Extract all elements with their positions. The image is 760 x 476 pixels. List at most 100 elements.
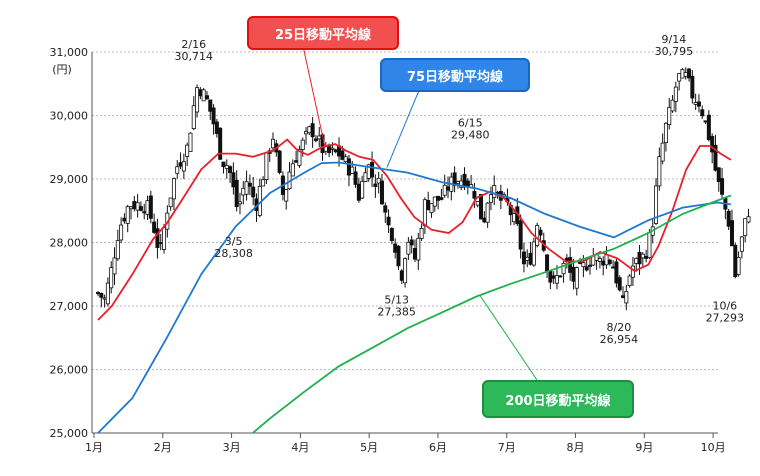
candle-body	[241, 187, 246, 196]
candle-body	[419, 228, 424, 239]
candle-body	[621, 295, 626, 298]
candle-body	[601, 260, 606, 266]
candle-body	[412, 248, 417, 260]
candle-body	[551, 275, 556, 279]
candle-body	[129, 206, 134, 210]
candle-body	[310, 123, 315, 138]
legend-ma200: 200日移動平均線	[482, 380, 634, 418]
candle-body	[214, 121, 219, 134]
x-tick-label: 2月	[154, 441, 172, 454]
legend-ma25: 25日移動平均線	[247, 16, 399, 50]
annotation-value: 26,954	[600, 333, 639, 346]
candle-body	[333, 149, 338, 153]
candle-body	[640, 253, 645, 259]
candle-body	[488, 194, 493, 203]
candle-body	[211, 107, 216, 125]
candle-body	[429, 203, 434, 214]
candle-body	[416, 237, 421, 261]
y-axis-tick-labels: 25,000 26,000 27,000 28,000 29,000 30,000 31,0…	[50, 46, 89, 440]
candle-body	[204, 95, 209, 100]
x-tick-label: 6月	[429, 441, 447, 454]
candle-body	[492, 185, 497, 198]
candle-body	[373, 183, 378, 187]
candle-body	[317, 135, 322, 140]
candle-body	[370, 162, 375, 178]
moving-average-lines	[97, 138, 732, 434]
candle-body	[386, 216, 391, 226]
annotation-date: 10/6	[712, 299, 737, 312]
annotation-value: 27,385	[377, 306, 416, 319]
candle-body	[148, 195, 153, 219]
annotation-value: 29,480	[451, 129, 490, 142]
candle-body	[531, 241, 536, 266]
candle-body	[185, 144, 190, 157]
x-tick-label: 10月	[701, 441, 726, 454]
candle-body	[587, 264, 592, 267]
candle-body	[475, 200, 480, 206]
candle-body	[99, 292, 104, 298]
candle-body	[251, 186, 256, 198]
candle-body	[389, 228, 394, 242]
candle-body	[472, 191, 477, 199]
candle-body	[284, 189, 289, 202]
candle-body	[313, 138, 318, 141]
y-tick-label: 26,000	[50, 364, 89, 377]
candle-body	[96, 292, 101, 295]
candle-body	[482, 217, 487, 223]
candle-body	[271, 138, 276, 149]
candle-body	[300, 139, 305, 150]
y-tick-label: 31,000	[50, 46, 89, 59]
candle-body	[442, 184, 447, 196]
candle-body	[746, 216, 751, 223]
candle-body	[152, 221, 157, 233]
candle-body	[690, 75, 695, 99]
candle-body	[597, 258, 602, 262]
candle-body	[455, 181, 460, 185]
candle-body	[356, 183, 361, 201]
candle-body	[115, 240, 120, 260]
candle-body	[647, 232, 652, 258]
ma200-line	[252, 194, 732, 434]
candle-body	[696, 101, 701, 107]
candle-body	[376, 177, 381, 184]
candle-body	[644, 255, 649, 259]
candle-body	[112, 257, 117, 275]
candle-body	[105, 282, 110, 305]
legend-ma25-label: 25日移動平均線	[274, 27, 372, 43]
candle-body	[188, 132, 193, 152]
candle-body	[584, 266, 589, 271]
candle-body	[178, 162, 183, 167]
grid-lines	[91, 51, 718, 434]
candle-body	[244, 181, 249, 195]
candle-body	[307, 126, 312, 134]
candle-body	[224, 165, 229, 169]
candle-body	[264, 152, 269, 180]
candle-body	[525, 256, 530, 261]
candle-body	[568, 257, 573, 273]
candle-body	[350, 166, 355, 174]
candle-body	[637, 251, 642, 265]
candle-body	[677, 73, 682, 82]
ma25-leader	[302, 45, 326, 148]
candle-body	[654, 185, 659, 224]
candle-body	[119, 224, 124, 241]
candle-body	[363, 172, 368, 182]
ma200-leader	[479, 294, 538, 381]
candle-body	[604, 254, 609, 266]
candle-body	[657, 156, 662, 187]
candle-body	[739, 236, 744, 252]
annotation-date: 2/16	[181, 38, 206, 51]
y-axis-unit: (円)	[52, 63, 72, 76]
candle-body	[175, 166, 180, 174]
candle-body	[168, 197, 173, 208]
x-tick-label: 5月	[360, 441, 378, 454]
candle-body	[102, 297, 107, 300]
candle-body	[733, 244, 738, 278]
ma75-leader	[386, 87, 421, 168]
candle-body	[521, 251, 526, 265]
candle-body	[360, 180, 365, 199]
candle-body	[234, 179, 239, 208]
candle-body	[558, 275, 563, 278]
candle-body	[439, 197, 444, 200]
